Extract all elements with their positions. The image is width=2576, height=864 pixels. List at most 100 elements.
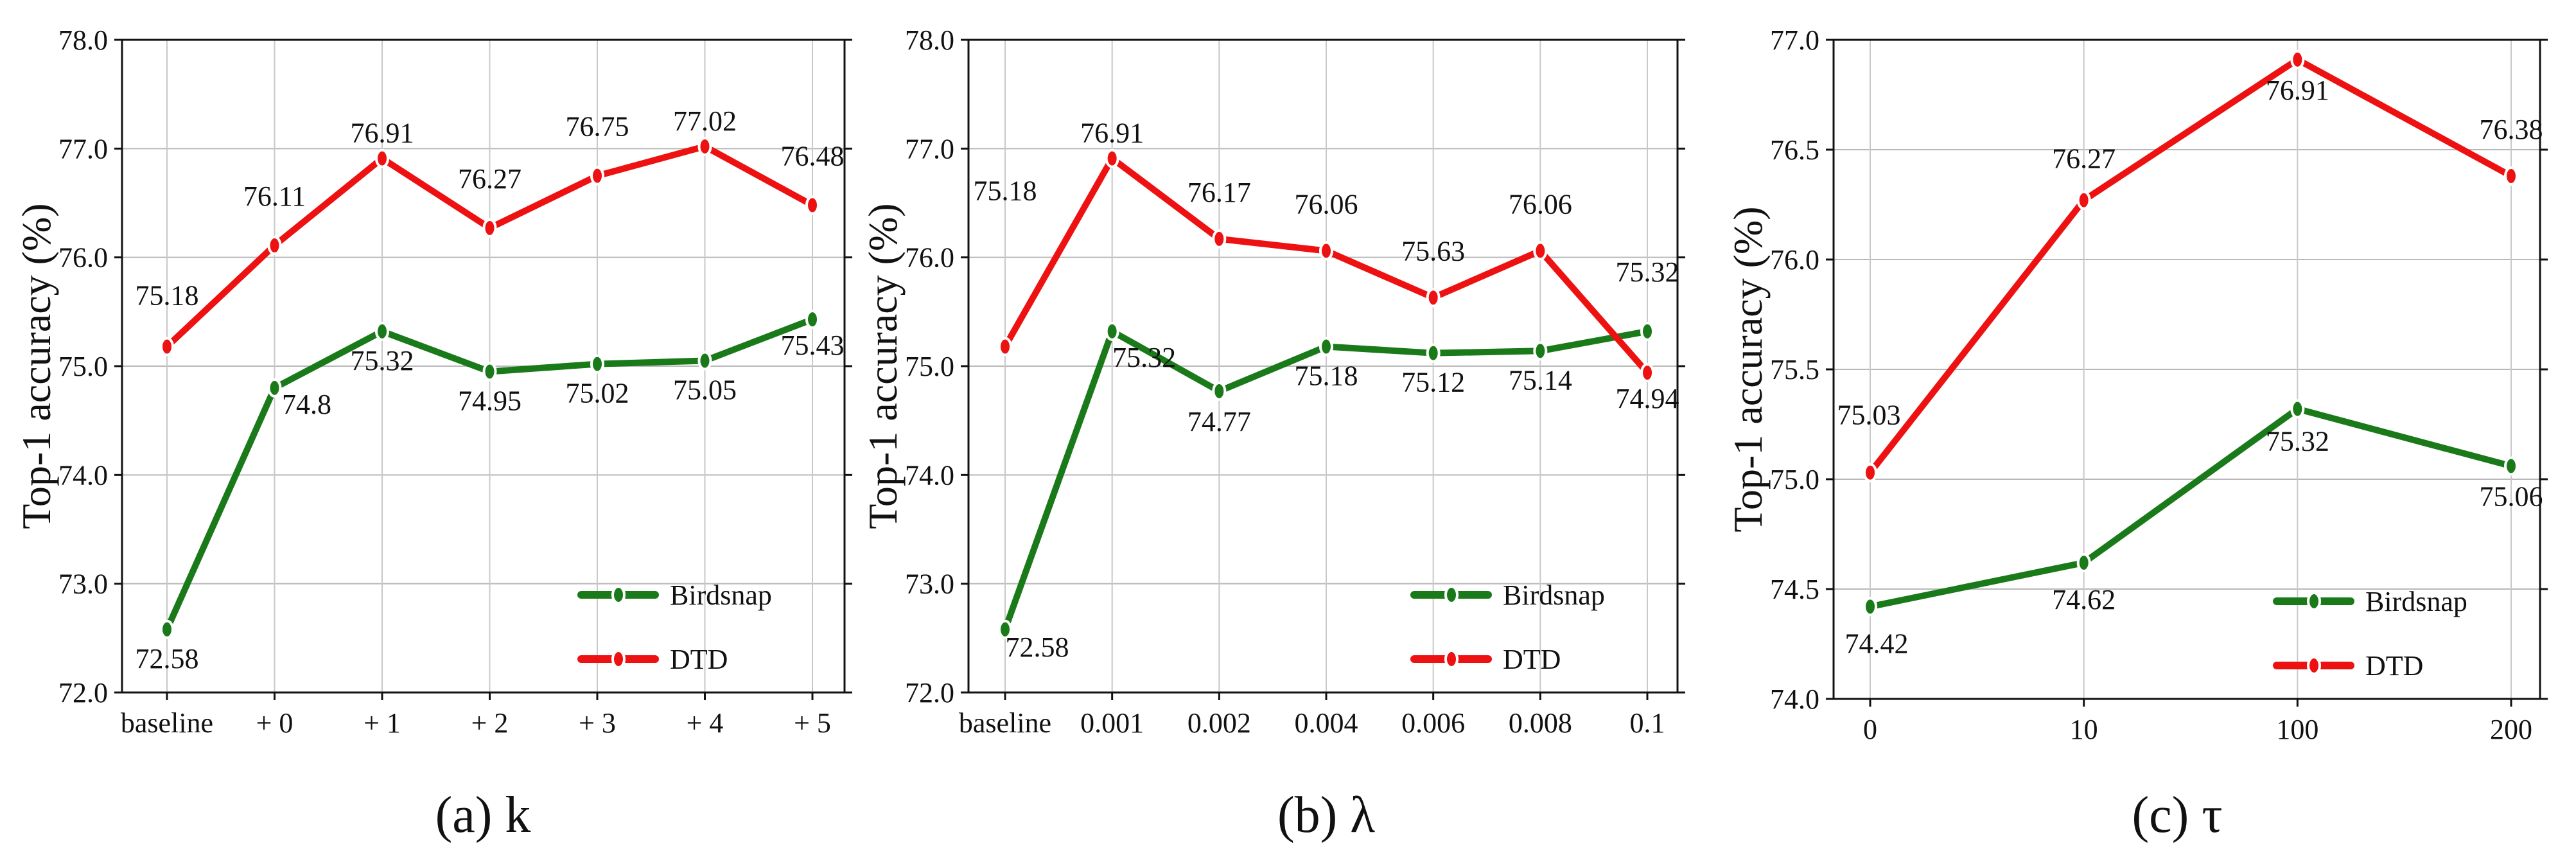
y-tick-label: 72.0 [58, 677, 108, 709]
data-label-dtd: 76.38 [2480, 114, 2543, 145]
y-axis-label: Top-1 accuracy (%) [13, 203, 59, 529]
panel-caption: (c) τ [2132, 787, 2223, 843]
legend-label-birdsnap: Birdsnap [670, 579, 772, 611]
data-point-birdsnap [482, 362, 497, 382]
data-label-birdsnap: 74.95 [458, 385, 521, 416]
data-point-birdsnap [1863, 597, 1877, 617]
data-label-dtd: 76.27 [2052, 143, 2116, 175]
x-tick-label: 0.001 [1080, 707, 1144, 739]
data-label-birdsnap: 75.32 [2266, 426, 2329, 457]
data-point-birdsnap [805, 310, 819, 330]
x-tick-label: + 4 [687, 707, 724, 739]
legend-marker-birdsnap [611, 585, 626, 604]
chart-panel-1: 72.0 73.0 74.0 75.0 76.0 77.0 78.0 baseline + 0 +… [13, 24, 852, 843]
data-point-birdsnap [998, 619, 1012, 639]
data-label-dtd: 76.91 [351, 118, 414, 149]
data-point-dtd [1533, 241, 1548, 261]
legend-marker-dtd [611, 649, 626, 669]
data-label-birdsnap: 72.58 [136, 643, 199, 674]
data-point-birdsnap [697, 351, 712, 371]
x-tick-label: 0.1 [1630, 707, 1665, 739]
x-tick-label: + 3 [579, 707, 616, 739]
panel-caption: (a) k [435, 787, 531, 843]
data-point-dtd [697, 136, 712, 156]
data-point-birdsnap [160, 619, 174, 639]
panel-caption: (b) λ [1277, 787, 1375, 843]
data-point-dtd [2076, 190, 2091, 210]
data-label-dtd: 76.11 [243, 181, 306, 212]
x-tick-label: 100 [2276, 714, 2318, 745]
data-label-dtd: 76.06 [1509, 189, 1572, 220]
legend-marker-birdsnap [1444, 585, 1459, 604]
y-tick-label: 75.0 [58, 351, 108, 382]
data-point-dtd [1640, 363, 1654, 383]
data-point-dtd [998, 337, 1012, 357]
series-line-birdsnap [1867, 405, 2514, 610]
chart-panel-3: 74.0 74.5 75.0 75.5 76.0 76.5 77.0 0 10 100 200 Top… [1725, 24, 2548, 843]
data-label-dtd: 76.91 [1080, 118, 1144, 149]
data-label-birdsnap: 75.05 [673, 375, 737, 406]
y-tick-label: 75.5 [1770, 354, 1819, 385]
y-tick-label: 74.0 [905, 459, 954, 491]
data-label-dtd: 77.02 [673, 105, 737, 137]
y-tick-label: 78.0 [905, 24, 954, 56]
data-label-birdsnap: 75.06 [2480, 480, 2543, 512]
data-point-dtd [1426, 288, 1441, 308]
chart-panel-2: 72.0 73.0 74.0 75.0 76.0 77.0 78.0 baseline 0.00… [860, 24, 1685, 843]
y-tick-label: 76.0 [905, 242, 954, 274]
data-label-birdsnap: 72.58 [1006, 631, 1069, 663]
data-point-birdsnap [1640, 321, 1654, 341]
y-tick-label: 74.0 [1770, 683, 1819, 715]
data-label-birdsnap: 75.18 [1295, 360, 1358, 392]
data-label-dtd: 76.91 [2266, 75, 2329, 106]
data-label-birdsnap: 75.43 [781, 330, 845, 361]
x-tick-label: 0.006 [1401, 707, 1465, 739]
data-point-dtd [805, 195, 819, 215]
legend-label-birdsnap: Birdsnap [2365, 586, 2467, 617]
data-point-birdsnap [1212, 381, 1227, 401]
x-tick-label: + 0 [256, 707, 294, 739]
data-point-birdsnap [590, 354, 604, 374]
series-line-dtd [1867, 56, 2514, 476]
data-label-dtd: 76.17 [1187, 177, 1251, 208]
data-point-dtd [2504, 166, 2518, 186]
y-tick-label: 76.0 [58, 242, 108, 274]
data-point-dtd [1212, 229, 1227, 249]
data-label-birdsnap: 75.32 [351, 345, 414, 376]
legend-label-dtd: DTD [670, 644, 728, 675]
legend-marker-dtd [2307, 656, 2321, 675]
x-tick-label: 0.008 [1509, 707, 1572, 739]
data-label-birdsnap: 74.62 [2052, 584, 2116, 615]
legend-marker-birdsnap [2307, 592, 2321, 611]
x-tick-label: 0 [1863, 714, 1877, 745]
data-point-dtd [482, 218, 497, 238]
y-tick-label: 75.0 [905, 351, 954, 382]
legend-label-birdsnap: Birdsnap [1503, 579, 1605, 611]
y-tick-label: 73.0 [58, 569, 108, 600]
data-point-dtd [160, 337, 174, 357]
data-point-dtd [1319, 241, 1333, 261]
data-point-birdsnap [1426, 343, 1441, 363]
data-point-birdsnap [2290, 399, 2305, 419]
data-label-birdsnap: 75.12 [1401, 367, 1465, 398]
data-label-birdsnap: 75.32 [1616, 256, 1679, 288]
data-point-dtd [2290, 49, 2305, 69]
data-point-birdsnap [1533, 341, 1548, 361]
y-tick-label: 77.0 [1770, 24, 1819, 56]
data-point-birdsnap [1319, 337, 1333, 357]
data-point-birdsnap [1105, 321, 1119, 341]
data-label-birdsnap: 74.8 [282, 389, 331, 420]
x-tick-label: 10 [2070, 714, 2098, 745]
y-tick-label: 78.0 [58, 24, 108, 56]
data-label-dtd: 76.48 [781, 140, 845, 172]
data-label-dtd: 76.27 [458, 163, 521, 195]
y-axis-label: Top-1 accuracy (%) [860, 203, 906, 529]
x-tick-label: + 2 [471, 707, 509, 739]
data-label-dtd: 74.94 [1616, 383, 1679, 414]
x-tick-label: baseline [121, 707, 213, 739]
data-label-birdsnap: 74.42 [1845, 628, 1909, 659]
data-label-dtd: 75.03 [1837, 400, 1901, 431]
data-label-birdsnap: 75.32 [1112, 342, 1176, 373]
x-tick-label: baseline [959, 707, 1051, 739]
